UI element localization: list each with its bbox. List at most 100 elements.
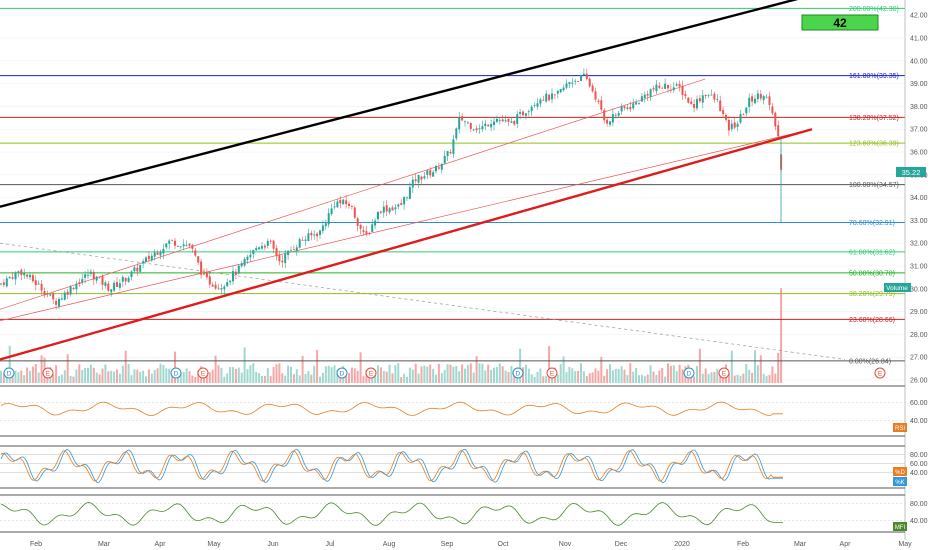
event-marker-label: D [516, 371, 521, 378]
volume-bar [446, 364, 449, 383]
candle-body [472, 129, 475, 131]
volume-bar [756, 365, 759, 383]
volume-bar [559, 364, 562, 383]
time-tick-label: Mar [794, 541, 807, 548]
volume-bar [205, 371, 208, 383]
mfi-badge-label: MFI [895, 525, 906, 531]
volume-bar [147, 369, 150, 383]
candle-body [443, 155, 446, 164]
volume-bar [388, 364, 391, 383]
volume-bar [481, 363, 484, 383]
earnings-marker [546, 367, 558, 379]
candle-body [701, 95, 704, 103]
candle-body [14, 272, 17, 280]
candle-body [745, 107, 748, 114]
candle-body [611, 114, 614, 123]
candle-body [667, 85, 669, 89]
indicator-tick-label: 40.00 [910, 418, 928, 425]
volume-bar [562, 356, 565, 383]
candle-body [124, 277, 127, 282]
volume-bar [391, 373, 394, 383]
candle-body [95, 276, 98, 281]
candle-body [66, 291, 69, 295]
volume-bar [350, 367, 353, 383]
time-tick-label: Jul [326, 541, 335, 548]
volume-bar [449, 364, 452, 383]
candle-body [643, 94, 646, 98]
volume-bar [429, 364, 432, 383]
candle-body [594, 91, 597, 100]
candle-body [649, 89, 652, 97]
price-tick-label: 33.00 [910, 218, 928, 225]
candle-body [223, 286, 226, 290]
candle-body [556, 90, 559, 94]
dashed-trendline [0, 242, 846, 360]
candle-body [522, 111, 524, 116]
candle-body [495, 118, 498, 122]
grid [0, 14, 905, 381]
volume-bar [246, 369, 249, 383]
volume-bar [397, 363, 400, 383]
volume-bar [321, 372, 324, 383]
volume-bar [620, 366, 623, 383]
candle-body [406, 197, 408, 199]
candle-body [759, 93, 762, 99]
candle-body [377, 211, 379, 220]
volume-bar [353, 368, 356, 383]
volume-bar [771, 366, 774, 383]
candle-body [632, 103, 635, 109]
volume-bar [614, 368, 617, 383]
volume-bar [640, 374, 643, 383]
candle-body [742, 114, 745, 116]
price-tick-label: 38.00 [910, 104, 928, 111]
volume-bar [417, 373, 420, 383]
candle-body [362, 230, 365, 232]
volume-bar [17, 372, 20, 383]
candle-body [394, 207, 397, 210]
candle-body [200, 261, 203, 275]
candle-body [577, 81, 580, 82]
candle-body [391, 207, 394, 211]
candle-body [145, 257, 147, 262]
candle-body [292, 249, 295, 251]
candle-body [687, 97, 690, 103]
volume-bar [252, 363, 255, 383]
volume-bar [591, 372, 594, 383]
volume-bar [234, 368, 237, 383]
candle-body [324, 223, 327, 227]
candle-body [284, 253, 287, 264]
volume-bar [490, 370, 493, 383]
candle-body [8, 277, 11, 279]
volume-bar [87, 367, 89, 383]
candle-body [713, 93, 716, 100]
last-price-badge [896, 167, 926, 177]
volume-bar [658, 370, 661, 383]
candle-body [530, 106, 533, 112]
volume-bar [249, 365, 252, 383]
candle-body [75, 283, 78, 290]
earnings-marker [718, 367, 730, 379]
candle-body [217, 287, 220, 289]
volume-bar [466, 365, 469, 383]
candle-body [11, 277, 14, 279]
candle-body [52, 293, 55, 300]
candle-body [429, 170, 432, 176]
volume-bar [530, 374, 533, 383]
event-marker-label: D [340, 371, 345, 378]
trend-channels [0, 0, 846, 361]
volume-bar [319, 376, 321, 383]
indicator-panels: 60.00 40.00 80.00 60.00 40.00 80.00 40.00 [0, 385, 928, 533]
volume-bar [272, 367, 275, 383]
candle-body [516, 114, 519, 124]
volume-bar [693, 376, 696, 383]
candle-body [168, 240, 171, 244]
candle-body [243, 258, 246, 266]
volume-bar [191, 375, 194, 383]
candle-body [661, 87, 664, 89]
candle-body [719, 100, 722, 112]
candle-body [345, 200, 348, 205]
volume-bar [643, 376, 646, 383]
volume-bar [81, 370, 84, 383]
candle-body [374, 220, 377, 226]
